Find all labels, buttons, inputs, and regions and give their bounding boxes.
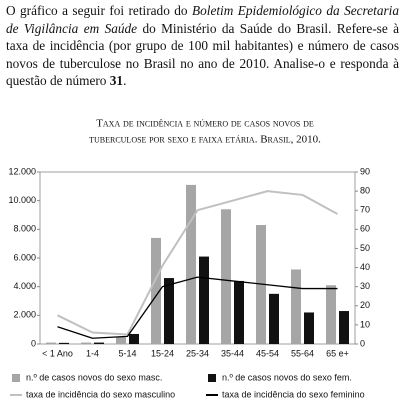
bar (304, 312, 314, 344)
bar (116, 336, 126, 344)
bar (326, 285, 336, 344)
bar (164, 278, 174, 344)
legend-swatch (208, 374, 216, 382)
bar (94, 342, 104, 344)
y2-tick-label: 70 (360, 205, 370, 215)
y2-tick-label: 0 (360, 338, 365, 348)
bar (269, 293, 279, 344)
bar (186, 184, 196, 344)
text: Boletim Epidemiológico da Secretaria de … (6, 3, 399, 36)
y2-tick-label: 60 (360, 224, 370, 234)
chart-title: tuberculose por sexo e faixa etária. Bra… (89, 134, 321, 146)
legend-label: taxa de incidência do sexo masculino (26, 389, 175, 399)
bar (59, 342, 69, 344)
y2-tick-label: 40 (360, 262, 370, 272)
y2-tick-label: 90 (360, 166, 370, 176)
y-tick-label: 2.000 (13, 310, 36, 320)
x-tick-label: 25-34 (186, 348, 209, 358)
legend-label: n.º de casos novos do sexo fem. (222, 372, 352, 382)
bar (81, 342, 91, 344)
bar (199, 256, 209, 344)
bar (221, 209, 231, 344)
line (57, 276, 338, 339)
x-tick-label: 35-44 (221, 348, 244, 358)
y2-tick-label: 20 (360, 300, 370, 310)
chart-title: Taxa de incidência e número de casos nov… (96, 118, 314, 130)
text: 31 (109, 73, 124, 88)
x-tick-label: 15-24 (151, 348, 174, 358)
legend-label: n.º de casos novos do sexo masc. (26, 372, 162, 382)
x-tick-label: < 1 Ano (42, 348, 73, 358)
y-tick-label: 6.000 (13, 252, 36, 262)
y2-tick-label: 10 (360, 319, 370, 329)
y-tick-label: 12.000 (8, 166, 36, 176)
bar (234, 280, 244, 344)
text: O gráfico a seguir foi retirado do (6, 3, 192, 18)
text: . (123, 73, 127, 88)
y-tick-label: 4.000 (13, 281, 36, 291)
x-tick-label: 55-64 (291, 348, 314, 358)
y2-tick-label: 50 (360, 243, 370, 253)
bar (339, 311, 349, 344)
intro-paragraph: O gráfico a seguir foi retirado do Bolet… (0, 0, 405, 90)
x-tick-label: 1-4 (86, 348, 99, 358)
bar (46, 342, 56, 344)
x-tick-label: 65 e+ (326, 348, 349, 358)
text: do Ministério da Saúde do Brasil. Refere… (6, 20, 399, 89)
x-tick-label: 5-14 (118, 348, 136, 358)
y-tick-label: 0 (31, 338, 36, 348)
bar (151, 237, 161, 344)
bar (129, 333, 139, 344)
y2-tick-label: 80 (360, 185, 370, 195)
x-tick-label: 45-54 (256, 348, 279, 358)
legend-label: taxa de incidência do sexo feminino (222, 389, 365, 399)
legend-swatch (12, 374, 20, 382)
y-tick-label: 10.000 (8, 195, 36, 205)
bar (291, 269, 301, 344)
y-tick-label: 8.000 (13, 224, 36, 234)
y2-tick-label: 30 (360, 281, 370, 291)
line (57, 190, 338, 336)
